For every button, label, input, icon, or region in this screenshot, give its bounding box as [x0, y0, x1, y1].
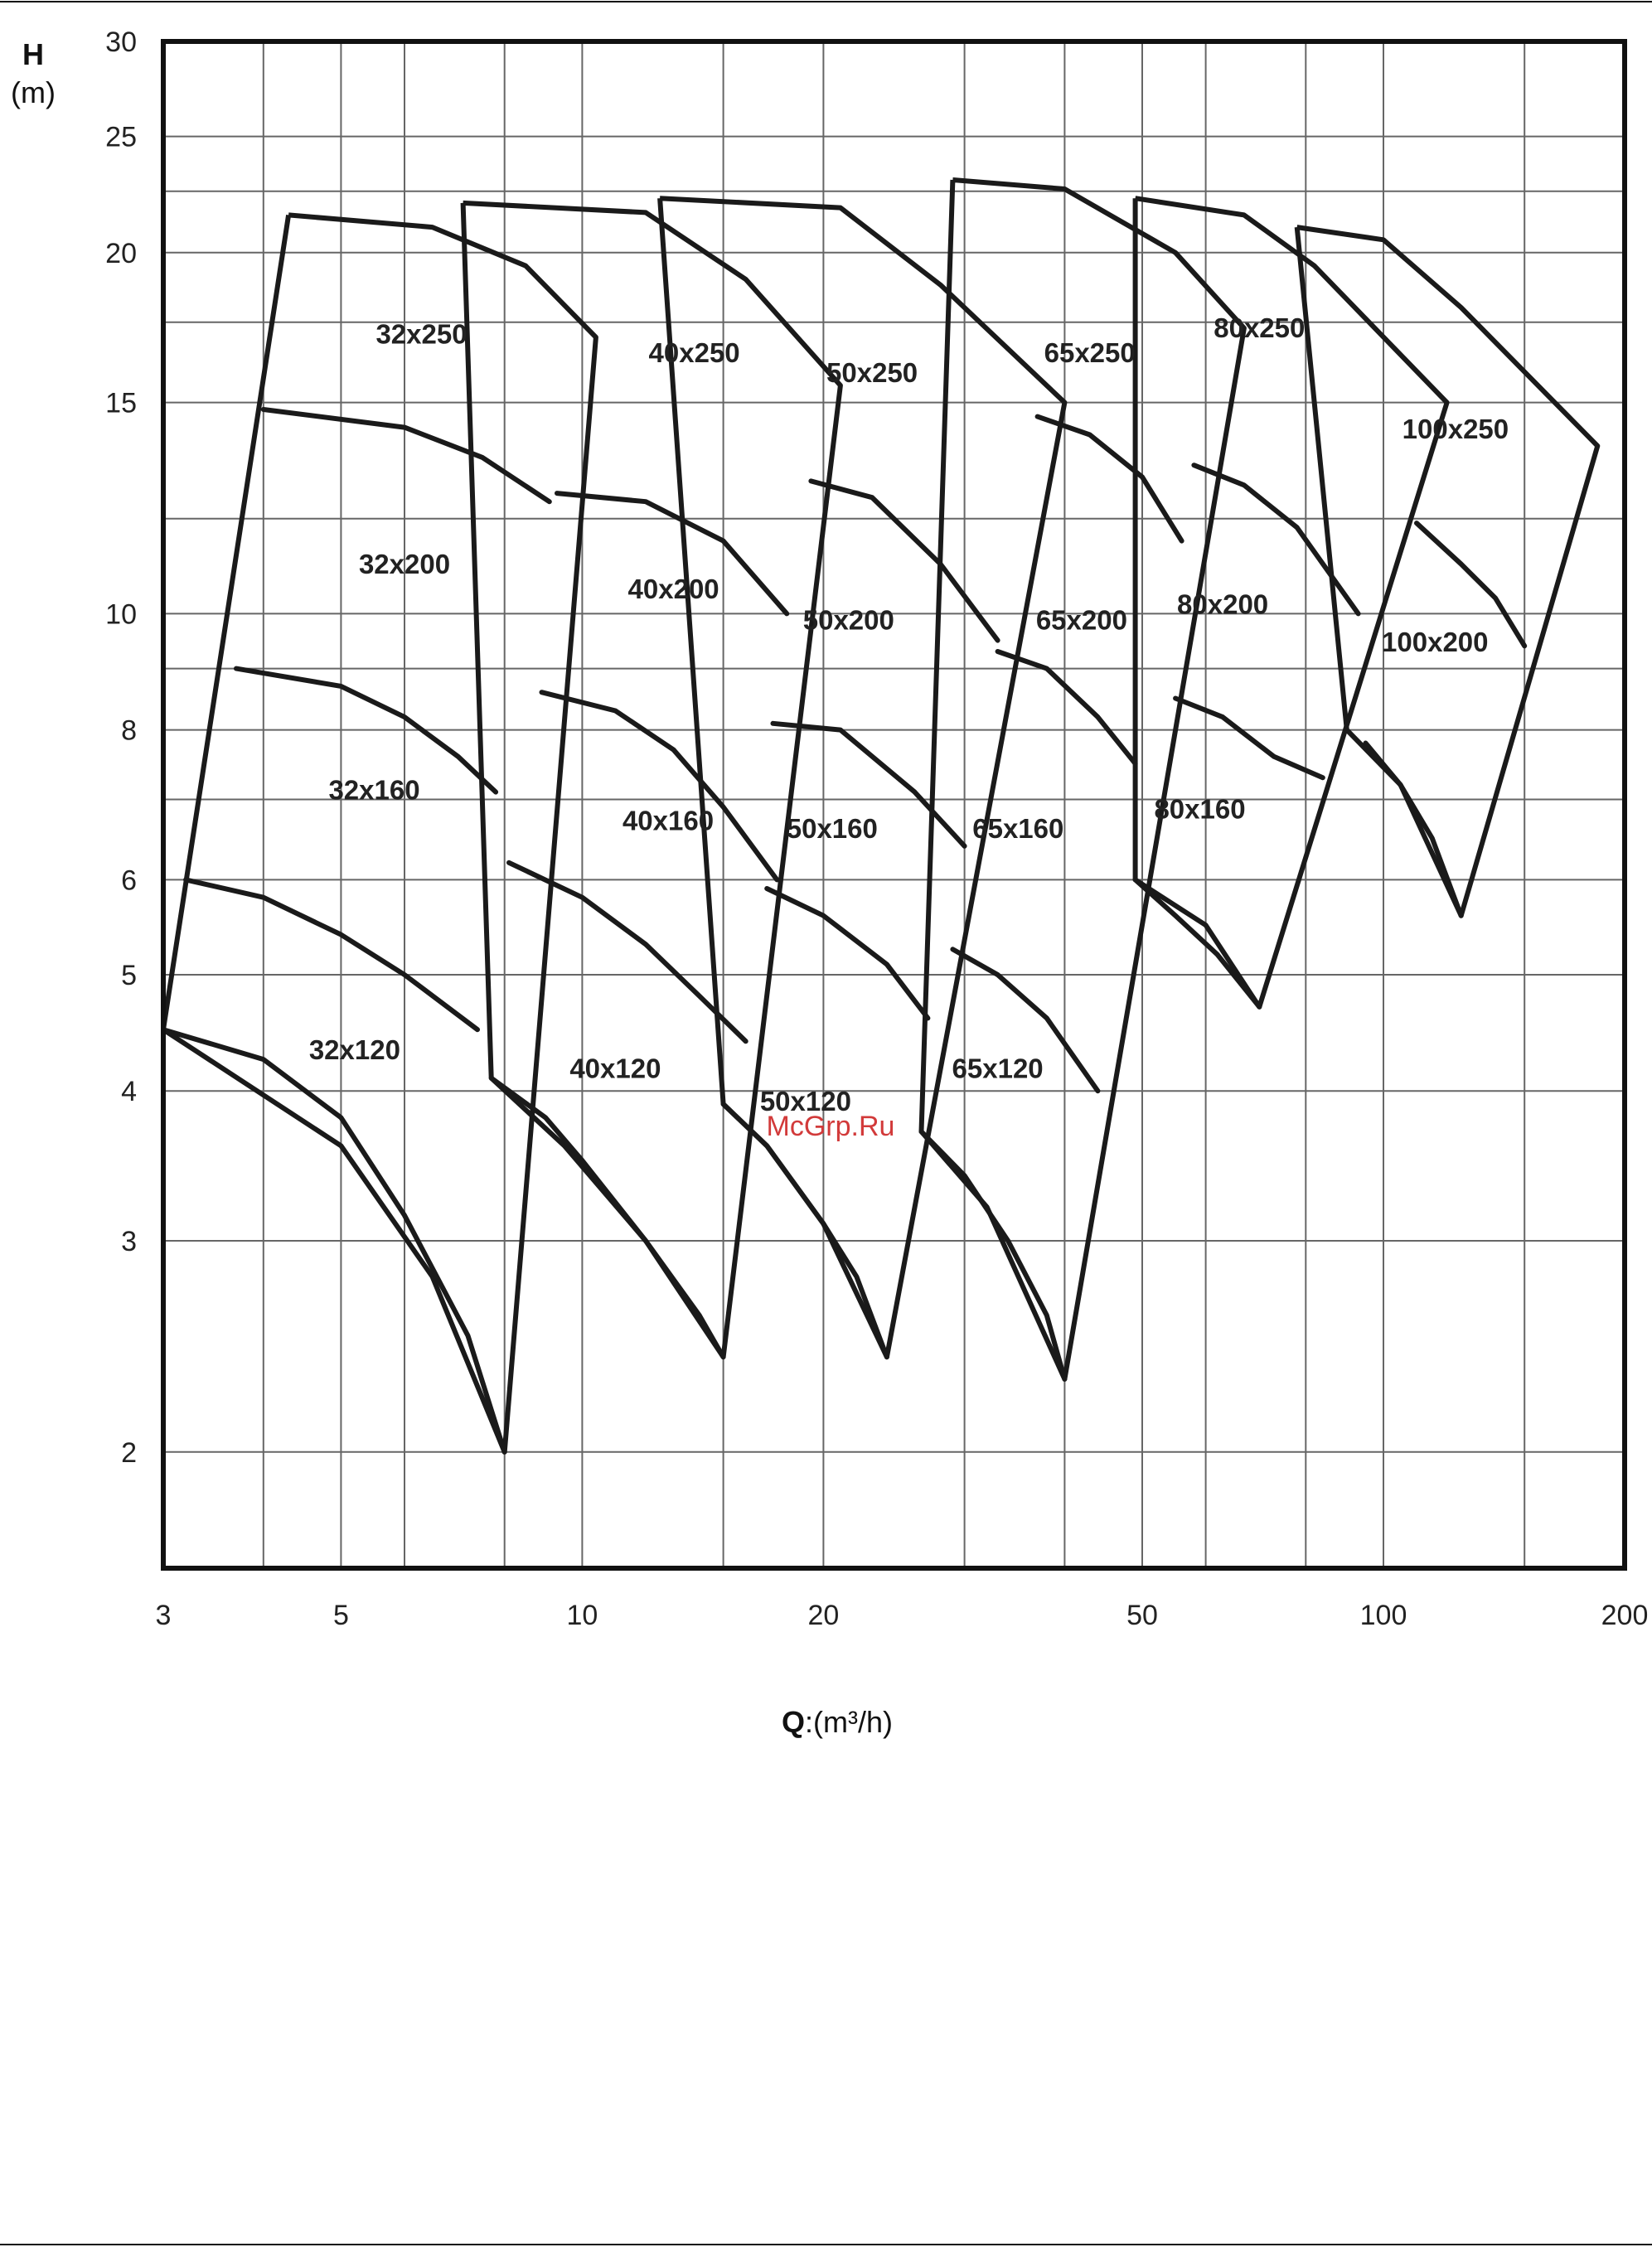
y-tick-label: 30 [105, 27, 137, 58]
curve-65x160 [950, 947, 1101, 1094]
model-label: 65x200 [1036, 605, 1127, 636]
curve-40x120 [488, 1075, 726, 1360]
model-label: 65x160 [972, 813, 1063, 844]
x-axis-title: Q:(m³/h) [782, 1705, 893, 1739]
model-label: 100x250 [1403, 414, 1509, 444]
model-label: 100x200 [1382, 627, 1488, 657]
x-tick-label: 20 [807, 1600, 839, 1631]
curve-50x160 [764, 886, 931, 1021]
x-tick-label: 3 [156, 1600, 172, 1631]
model-label: 50x250 [826, 357, 918, 388]
curve-40x250 [555, 491, 790, 617]
envelope-100 [1294, 225, 1601, 918]
model-label: 65x120 [952, 1053, 1044, 1084]
y-tick-label: 5 [121, 960, 137, 991]
y-tick-label: 6 [121, 864, 137, 896]
curve-32x200 [234, 666, 499, 795]
curve-50x250 [808, 478, 1000, 643]
envelope-32 [161, 212, 598, 1455]
curve-32x250 [260, 407, 552, 505]
y-tick-label: 20 [105, 238, 137, 269]
model-labels: 32x120 32x160 32x200 32x250 40x120 40x160 40x2… [309, 312, 1509, 1116]
x-axis-symbol: Q [782, 1705, 805, 1739]
y-tick-label: 2 [121, 1437, 137, 1469]
watermark: McGrp.Ru [767, 1111, 895, 1142]
curve-100x200 [1363, 740, 1464, 918]
curve-80x250 [1191, 463, 1361, 617]
model-label: 40x250 [649, 337, 740, 368]
model-label: 32x200 [359, 549, 450, 579]
y-tick-label: 3 [121, 1226, 137, 1257]
curve-65x200 [995, 649, 1138, 767]
model-label: 50x160 [787, 813, 878, 844]
model-label: 32x120 [309, 1034, 400, 1065]
model-label: 40x120 [569, 1053, 661, 1084]
model-label: 40x200 [628, 574, 719, 604]
x-tick-label: 5 [333, 1600, 349, 1631]
y-tick-label: 25 [105, 122, 137, 153]
y-tick-label: 8 [121, 715, 137, 747]
y-tick-label: 4 [121, 1076, 137, 1107]
model-label: 32x250 [375, 318, 467, 349]
model-label: 50x200 [803, 605, 894, 636]
y-tick-label: 10 [105, 598, 137, 630]
model-label: 80x200 [1177, 588, 1268, 619]
model-label: 40x160 [623, 806, 714, 836]
x-tick-label: 50 [1126, 1600, 1158, 1631]
curve-32x120 [161, 1027, 507, 1455]
curve-80x160 [1132, 877, 1262, 1010]
y-axis-symbol: H [22, 37, 44, 71]
curve-80x200 [1173, 695, 1325, 781]
y-tick-labels: 2 3 4 5 6 8 10 15 20 25 30 [105, 27, 137, 1469]
x-axis-unit: :(m³/h) [805, 1705, 893, 1739]
curve-40x160 [506, 860, 748, 1044]
model-label: 65x250 [1044, 337, 1136, 368]
curve-50x120 [720, 1102, 889, 1360]
x-tick-labels: 3 5 10 20 50 100 200 [156, 1600, 1649, 1631]
curve-65x250 [1034, 414, 1184, 544]
model-label: 50x120 [760, 1086, 851, 1116]
model-label: 32x160 [328, 775, 419, 806]
y-axis-unit: (m) [11, 75, 56, 109]
curve-65x120 [918, 1129, 1068, 1382]
envelope-40 [460, 200, 843, 1360]
model-label: 80x250 [1214, 312, 1305, 343]
curve-100x250 [1414, 521, 1528, 649]
x-tick-label: 200 [1601, 1600, 1649, 1631]
curve-40x200 [539, 690, 780, 883]
curve-32x160 [183, 877, 480, 1033]
curve-50x200 [770, 720, 967, 849]
impeller-curves [161, 407, 1528, 1455]
x-tick-label: 10 [566, 1600, 598, 1631]
model-label: 80x160 [1154, 793, 1245, 824]
x-tick-label: 100 [1360, 1600, 1407, 1631]
y-tick-label: 15 [105, 388, 137, 419]
plot-frame [161, 39, 1627, 1571]
